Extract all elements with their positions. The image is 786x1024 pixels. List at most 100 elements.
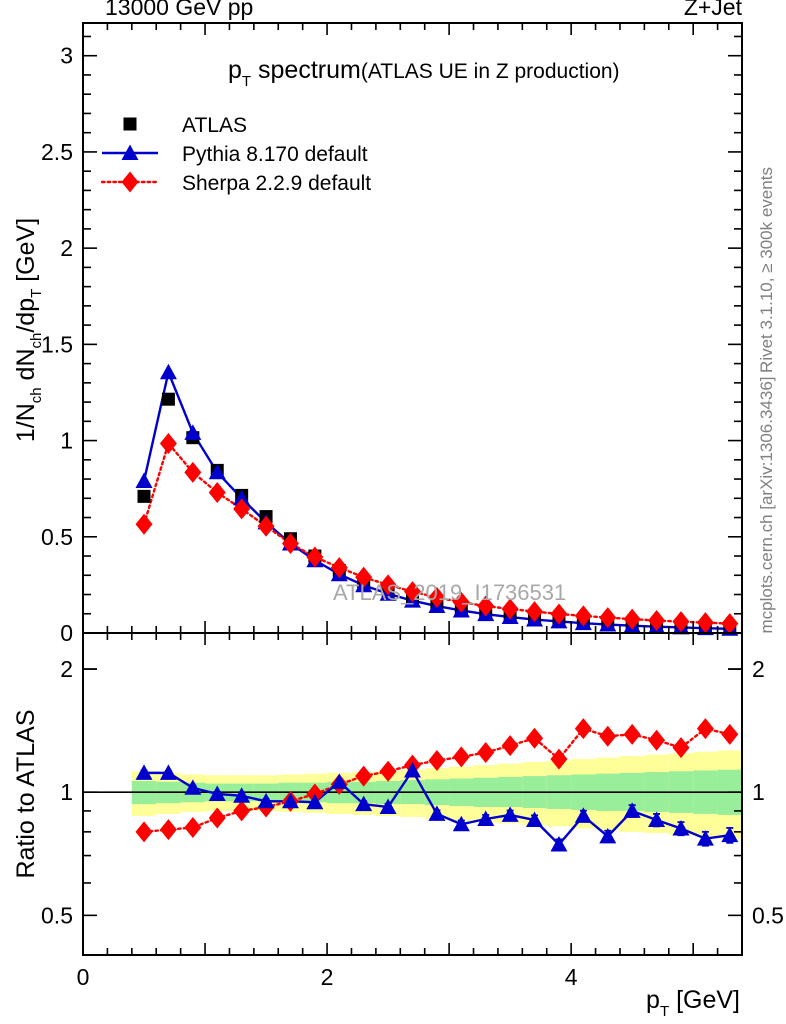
data-point-sherpa-ratio	[135, 821, 153, 843]
x-axis-title-text: pT [GeV]	[646, 986, 740, 1020]
data-point-sherpa	[355, 566, 373, 588]
data-point-sherpa	[526, 601, 544, 623]
data-point-pythia-ratio	[404, 761, 421, 778]
data-point-pythia-ratio	[648, 811, 666, 828]
main-panel-series	[135, 363, 739, 636]
y-axis-tick-label-main: 3	[60, 43, 73, 69]
data-point-sherpa	[208, 482, 226, 504]
mask-left	[0, 0, 83, 1024]
data-point-atlas	[137, 489, 151, 503]
data-point-sherpa	[672, 611, 690, 633]
watermark-analysis-id: ATLAS_2019_I1736531	[333, 580, 566, 605]
ratio-pythia-markers	[135, 761, 739, 852]
data-point-sherpa	[452, 591, 470, 613]
y-axis-title-ratio: Ratio to ATLAS	[12, 709, 40, 878]
data-point-sherpa	[306, 546, 324, 568]
data-point-sherpa	[648, 609, 666, 631]
side-note-mcplots-source: mcplots.cern.ch [arXiv:1306.3436]	[757, 376, 776, 633]
data-point-sherpa-ratio	[428, 750, 446, 772]
data-point-sherpa	[428, 586, 446, 608]
legend[interactable]: ATLAS Pythia 8.170 default Sherpa 2.2.9 de…	[100, 114, 371, 196]
ratio-panel-series	[135, 718, 739, 852]
data-point-sherpa	[623, 608, 641, 630]
data-point-sherpa-ratio	[599, 725, 617, 747]
y-axis-tick-label-ratio-right: 0.5	[752, 902, 784, 928]
data-point-sherpa	[330, 557, 348, 579]
header-process-label: Z+Jet	[684, 0, 743, 20]
ratio-panel-frame: 0.5 0.5 1 1 2 2	[41, 632, 784, 956]
x-axis-labels: 0 2 4	[77, 964, 578, 990]
data-point-pythia-ratio	[208, 785, 226, 801]
data-point-pythia-ratio	[281, 792, 299, 809]
data-point-sherpa	[233, 498, 251, 520]
mask-bottom	[0, 956, 786, 1024]
x-axis-tick-label: 4	[565, 964, 578, 990]
data-point-pythia-ratio	[501, 806, 519, 822]
y-axis-title-main: 1/Nch dNch/dpT [GeV]	[12, 218, 45, 442]
y-axis-tick-label-ratio-right: 1	[752, 779, 765, 805]
data-point-sherpa-ratio	[501, 735, 519, 757]
legend-label-text: ATLAS	[182, 114, 247, 137]
mask-right	[743, 0, 786, 1024]
header-collision-energy: 13000 GeV pp	[105, 0, 253, 20]
data-point-sherpa-ratio	[721, 723, 739, 745]
data-point-sherpa	[721, 613, 739, 635]
side-annotations: Rivet 3.1.10, ≥ 300k events mcplots.cern.…	[757, 167, 776, 633]
data-point-sherpa	[184, 461, 202, 483]
data-point-sherpa-ratio	[696, 718, 714, 740]
data-point-sherpa-ratio	[526, 727, 544, 749]
data-point-sherpa	[135, 513, 153, 535]
data-point-pythia-ratio	[330, 773, 348, 789]
main-panel-frame: 0 0.5 1 1.5 2 2.5 3	[41, 22, 743, 646]
data-point-sherpa	[404, 581, 421, 603]
data-point-pythia-ratio	[135, 764, 153, 780]
legend-marker-diamond	[121, 171, 139, 193]
data-point-pythia	[135, 472, 153, 488]
legend-label-text: Pythia 8.170 default	[182, 143, 368, 166]
data-point-sherpa	[379, 574, 397, 596]
data-point-sherpa	[696, 612, 714, 634]
data-point-sherpa-ratio	[379, 760, 397, 782]
legend-item-3[interactable]: Sherpa 2.2.9 default	[100, 171, 371, 196]
side-note-rivet-version: Rivet 3.1.10, ≥ 300k events	[757, 167, 776, 373]
watermark: ATLAS_2019_I1736531	[333, 580, 566, 605]
plot-title: pT spectrum(ATLAS UE in Z production)	[228, 56, 620, 90]
header-row: 13000 GeV pp Z+Jet	[105, 0, 743, 20]
legend-item-2[interactable]: Pythia 8.170 default	[102, 143, 368, 166]
data-point-sherpa	[574, 605, 592, 627]
data-point-sherpa-ratio	[623, 723, 641, 745]
data-point-pythia-ratio	[672, 820, 690, 836]
data-point-pythia-ratio	[477, 810, 495, 826]
data-point-atlas	[161, 392, 175, 406]
data-point-pythia	[208, 463, 226, 480]
y-axis-tick-label-main: 1.5	[41, 331, 73, 357]
data-point-sherpa-ratio	[672, 737, 690, 759]
data-point-pythia-ratio	[623, 802, 641, 818]
y-axis-tick-label-ratio-left: 1	[60, 779, 73, 805]
y-axis-tick-label-main: 1	[60, 428, 73, 454]
data-point-sherpa-ratio	[648, 729, 666, 751]
data-point-pythia-ratio	[306, 793, 324, 810]
data-point-pythia	[159, 363, 177, 380]
data-point-pythia-ratio	[574, 807, 592, 823]
data-point-sherpa-ratio	[233, 800, 251, 822]
legend-marker-square	[123, 117, 137, 131]
data-point-sherpa	[477, 595, 495, 617]
y-axis-tick-label-ratio-left: 0.5	[41, 902, 73, 928]
data-point-pythia-ratio	[452, 815, 470, 832]
y-axis-tick-label-main: 0.5	[41, 524, 73, 550]
data-point-pythia-ratio	[696, 830, 714, 846]
legend-item-1[interactable]: ATLAS	[123, 114, 247, 137]
data-point-pythia-ratio	[526, 811, 544, 828]
x-axis-tick-label: 2	[321, 964, 334, 990]
y-axis-tick-label-ratio-left: 2	[60, 656, 73, 682]
data-point-pythia	[233, 489, 251, 506]
main-sherpa-markers	[135, 432, 739, 635]
data-point-pythia-ratio	[550, 836, 568, 852]
data-point-sherpa-ratio	[574, 718, 592, 740]
ratio-panel-frame-border	[82, 632, 743, 956]
data-point-sherpa-ratio	[208, 807, 226, 829]
data-point-pythia-ratio	[257, 792, 275, 809]
y-axis-title-ratio-text: Ratio to ATLAS	[12, 709, 40, 878]
